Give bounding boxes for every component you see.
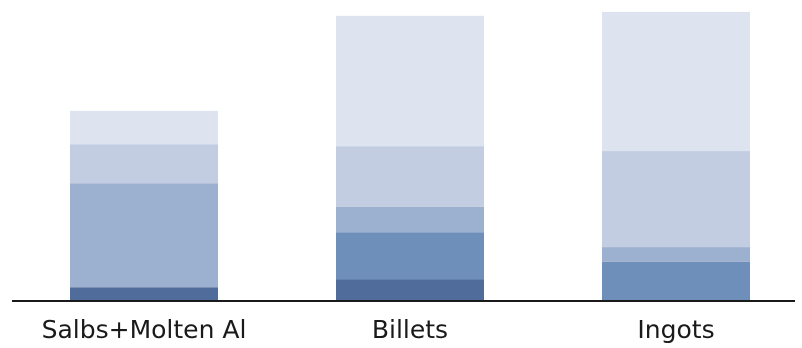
bar-2-segment-3 <box>602 151 750 248</box>
bar-2-segment-4 <box>602 11 750 152</box>
bar-1-segment-2 <box>336 206 484 233</box>
bar-1-segment-3 <box>336 146 484 207</box>
x-tick-label: Salbs+Molten Al <box>42 315 247 344</box>
bar-0-segment-3 <box>70 144 218 184</box>
x-tick-label: Ingots <box>637 315 714 344</box>
bar-2-segment-2 <box>602 247 750 262</box>
bar-segments <box>70 11 750 301</box>
bar-2-segment-1 <box>602 261 750 301</box>
x-tick-label: Billets <box>372 315 448 344</box>
bar-1-segment-4 <box>336 15 484 147</box>
bar-0-segment-2 <box>70 183 218 288</box>
bar-1-segment-1 <box>336 232 484 280</box>
x-tick-labels: Salbs+Molten Al Billets Ingots <box>42 315 715 344</box>
bar-0-segment-4 <box>70 110 218 145</box>
bar-0-segment-0 <box>70 287 218 301</box>
bar-1-segment-0 <box>336 279 484 301</box>
